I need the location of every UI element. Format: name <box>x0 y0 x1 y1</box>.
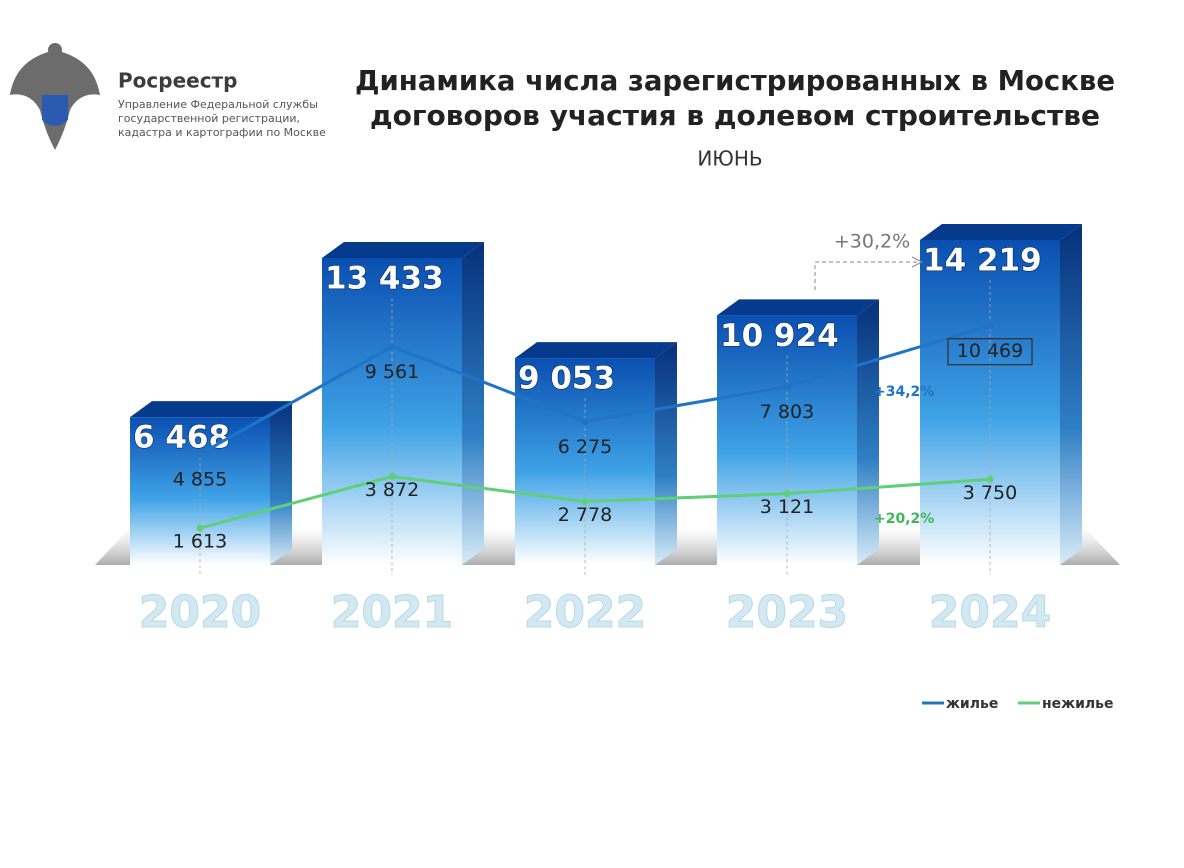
chart-title: договоров участия в долевом строительств… <box>370 99 1100 132</box>
series-point <box>581 498 589 506</box>
org-line: государственной регистрации, <box>118 112 300 125</box>
x-tick-label: 2022 <box>524 587 646 638</box>
bar-top <box>920 224 1082 240</box>
org-line: кадастра и картографии по Москве <box>118 126 326 139</box>
series-point <box>388 342 396 350</box>
growth-arrow <box>814 261 920 290</box>
bar-value-label: 10 924 <box>720 318 839 354</box>
chart-subtitle: ИЮНЬ <box>697 147 762 171</box>
series-point <box>388 472 396 480</box>
org-line: Управление Федеральной службы <box>118 98 318 111</box>
legend-label: нежилье <box>1042 696 1114 712</box>
x-tick-label: 2024 <box>929 587 1051 638</box>
chart-title: Динамика числа зарегистрированных в Моск… <box>355 64 1115 97</box>
series-value-label: 9 561 <box>365 361 419 383</box>
bar <box>322 257 462 565</box>
annotation: +30,2% <box>834 231 910 253</box>
legend-label: жилье <box>946 696 998 712</box>
bar-top <box>515 342 677 359</box>
annotation: +34,2% <box>874 384 934 400</box>
arrow-head <box>911 256 924 268</box>
bar-side <box>655 342 677 565</box>
series-point <box>196 450 204 458</box>
x-tick-label: 2020 <box>139 587 261 638</box>
annotation: +20,2% <box>874 511 934 527</box>
label-box <box>947 338 1033 366</box>
series-point <box>196 524 204 532</box>
series-point <box>581 418 589 426</box>
logo <box>10 43 100 150</box>
series-point <box>986 475 994 483</box>
bar <box>130 417 270 565</box>
series-value-label: 3 121 <box>760 496 814 518</box>
bar-top <box>322 241 484 258</box>
series-value-label: 3 750 <box>963 482 1017 504</box>
bar-side <box>857 299 879 565</box>
x-tick-label: 2023 <box>726 587 848 638</box>
series-value-label: 4 855 <box>173 469 227 491</box>
series-point <box>783 383 791 391</box>
bar-value-label: 13 433 <box>325 260 444 296</box>
x-tick-label: 2021 <box>331 587 453 638</box>
bar-top <box>130 401 292 418</box>
bar-value-label: 14 219 <box>923 243 1042 279</box>
bar-side <box>270 401 292 565</box>
series-value-label: 3 872 <box>365 479 419 501</box>
org-name: Росреестр <box>118 69 237 93</box>
series-value-label: 2 778 <box>558 504 612 526</box>
series-value-label: 1 613 <box>173 531 227 553</box>
bar-value-label: 6 468 <box>133 420 230 456</box>
bar-top <box>717 299 879 316</box>
series-point <box>783 490 791 498</box>
series-value-label: 6 275 <box>558 436 612 458</box>
bar-side <box>1060 224 1082 565</box>
series-value-label: 7 803 <box>760 401 814 423</box>
series-value-label: 10 469 <box>957 340 1023 362</box>
bar-side <box>462 241 484 565</box>
series-point <box>986 322 994 330</box>
bar-value-label: 9 053 <box>518 361 615 397</box>
